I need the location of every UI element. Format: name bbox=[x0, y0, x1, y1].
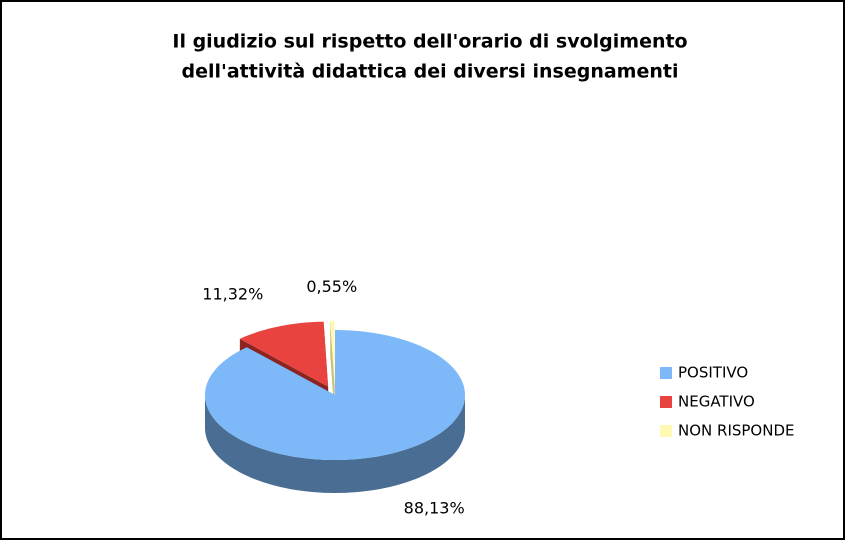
legend-label: POSITIVO bbox=[678, 364, 748, 382]
data-label: 88,13% bbox=[404, 498, 465, 517]
legend-label: NON RISPONDE bbox=[678, 422, 794, 440]
chart-subtitle: dell'attività didattica dei diversi inse… bbox=[182, 61, 679, 83]
slice bbox=[330, 320, 335, 386]
slice bbox=[239, 321, 329, 387]
legend-swatch bbox=[660, 367, 672, 379]
chart-title: Il giudizio sul rispetto dell'orario di … bbox=[172, 31, 687, 53]
legend-swatch bbox=[660, 425, 672, 437]
slice bbox=[205, 330, 465, 460]
legend-label: NEGATIVO bbox=[678, 393, 755, 411]
legend-swatch bbox=[660, 396, 672, 408]
data-label: 11,32% bbox=[202, 284, 263, 303]
slice-side bbox=[205, 395, 465, 493]
data-label: 0,55% bbox=[306, 277, 357, 296]
